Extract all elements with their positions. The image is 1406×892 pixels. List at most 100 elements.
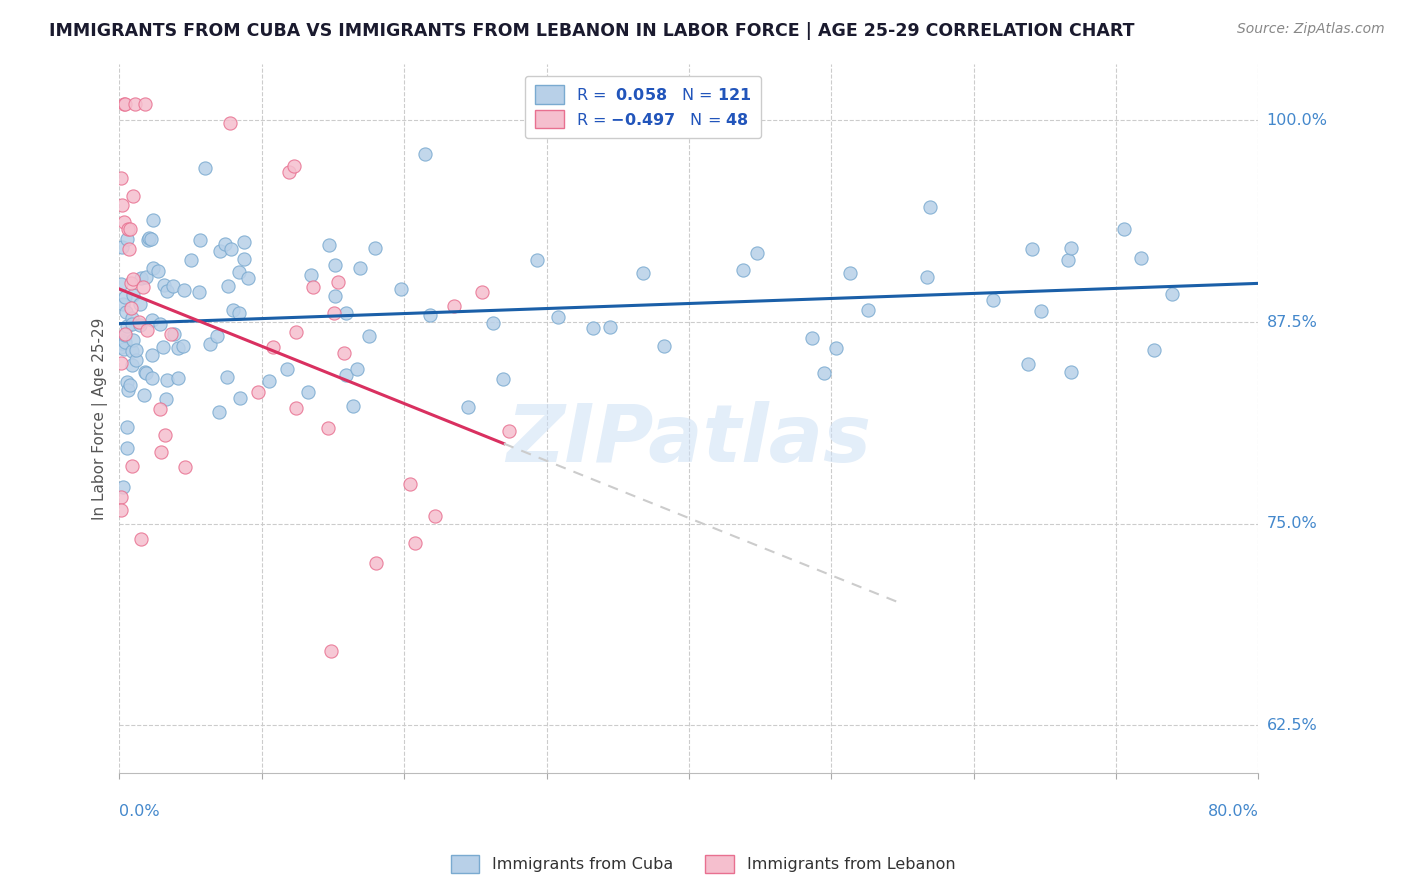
Point: [173, 459, 195, 474]
Point: [122, 272, 145, 286]
Point: [149, 317, 172, 331]
Point: [443, 299, 465, 313]
Point: [115, 318, 138, 333]
Point: [163, 326, 186, 341]
Point: [112, 215, 135, 229]
Point: [346, 362, 368, 376]
Point: [118, 243, 141, 257]
Point: [120, 301, 142, 316]
Point: [110, 277, 132, 291]
Point: [366, 556, 388, 570]
Point: [228, 306, 250, 320]
Point: [115, 376, 138, 390]
Point: [349, 261, 371, 276]
Text: 100.0%: 100.0%: [1267, 113, 1327, 128]
Point: [114, 326, 136, 341]
Point: [118, 221, 141, 235]
Point: [257, 375, 280, 389]
Text: 80.0%: 80.0%: [1208, 804, 1258, 819]
Point: [132, 280, 155, 294]
Point: [114, 97, 136, 112]
Point: [110, 340, 132, 354]
Point: [121, 358, 143, 372]
Point: [526, 253, 548, 268]
Point: [323, 289, 346, 303]
Point: [134, 97, 156, 112]
Point: [1160, 286, 1182, 301]
Point: [188, 233, 211, 247]
Point: [128, 296, 150, 310]
Point: [156, 285, 179, 299]
Point: [915, 269, 938, 284]
Point: [335, 368, 357, 383]
Point: [141, 347, 163, 361]
Point: [122, 334, 145, 348]
Point: [115, 442, 138, 456]
Point: [276, 361, 298, 376]
Text: Source: ZipAtlas.com: Source: ZipAtlas.com: [1237, 22, 1385, 37]
Point: [112, 97, 135, 112]
Point: [1056, 253, 1078, 268]
Point: [246, 384, 269, 399]
Point: [208, 244, 231, 258]
Point: [146, 264, 169, 278]
Point: [824, 341, 846, 355]
Point: [423, 508, 446, 523]
Legend: R =  $\mathbf{0.058}$   N = $\mathbf{121}$, R = $\mathbf{-0.497}$   N = $\mathbf: R = $\mathbf{0.058}$ N = $\mathbf{121}$,…: [526, 76, 762, 138]
Point: [284, 401, 307, 415]
Point: [364, 241, 387, 255]
Point: [110, 336, 132, 351]
Point: [198, 336, 221, 351]
Point: [299, 268, 322, 283]
Point: [142, 213, 165, 227]
Point: [492, 372, 515, 386]
Point: [319, 644, 342, 658]
Point: [112, 342, 135, 356]
Point: [214, 237, 236, 252]
Point: [582, 320, 605, 334]
Point: [121, 344, 143, 359]
Point: [232, 252, 254, 266]
Point: [136, 322, 159, 336]
Point: [121, 288, 143, 302]
Point: [117, 222, 139, 236]
Point: [233, 235, 256, 250]
Point: [120, 378, 142, 392]
Point: [121, 318, 143, 332]
Text: IMMIGRANTS FROM CUBA VS IMMIGRANTS FROM LEBANON IN LABOR FORCE | AGE 25-29 CORRE: IMMIGRANTS FROM CUBA VS IMMIGRANTS FROM …: [49, 22, 1135, 40]
Point: [121, 188, 143, 202]
Point: [471, 285, 494, 300]
Point: [110, 490, 132, 504]
Text: ZIPatlas: ZIPatlas: [506, 401, 872, 479]
Point: [1017, 357, 1039, 371]
Point: [207, 329, 229, 343]
Point: [482, 316, 505, 330]
Point: [318, 420, 340, 434]
Point: [981, 293, 1004, 308]
Point: [142, 260, 165, 275]
Point: [141, 232, 163, 246]
Point: [120, 277, 142, 291]
Point: [747, 246, 769, 260]
Point: [125, 352, 148, 367]
Text: 62.5%: 62.5%: [1267, 717, 1317, 732]
Point: [110, 334, 132, 348]
Point: [318, 237, 340, 252]
Point: [342, 399, 364, 413]
Point: [731, 263, 754, 277]
Point: [117, 383, 139, 397]
Point: [138, 231, 160, 245]
Point: [498, 425, 520, 439]
Point: [283, 160, 305, 174]
Point: [136, 233, 159, 247]
Point: [114, 327, 136, 342]
Point: [813, 366, 835, 380]
Text: 0.0%: 0.0%: [120, 804, 160, 819]
Y-axis label: In Labor Force | Age 25-29: In Labor Force | Age 25-29: [93, 318, 108, 520]
Point: [114, 290, 136, 304]
Point: [194, 161, 217, 176]
Point: [359, 329, 381, 343]
Point: [110, 356, 132, 370]
Point: [153, 428, 176, 442]
Point: [162, 279, 184, 293]
